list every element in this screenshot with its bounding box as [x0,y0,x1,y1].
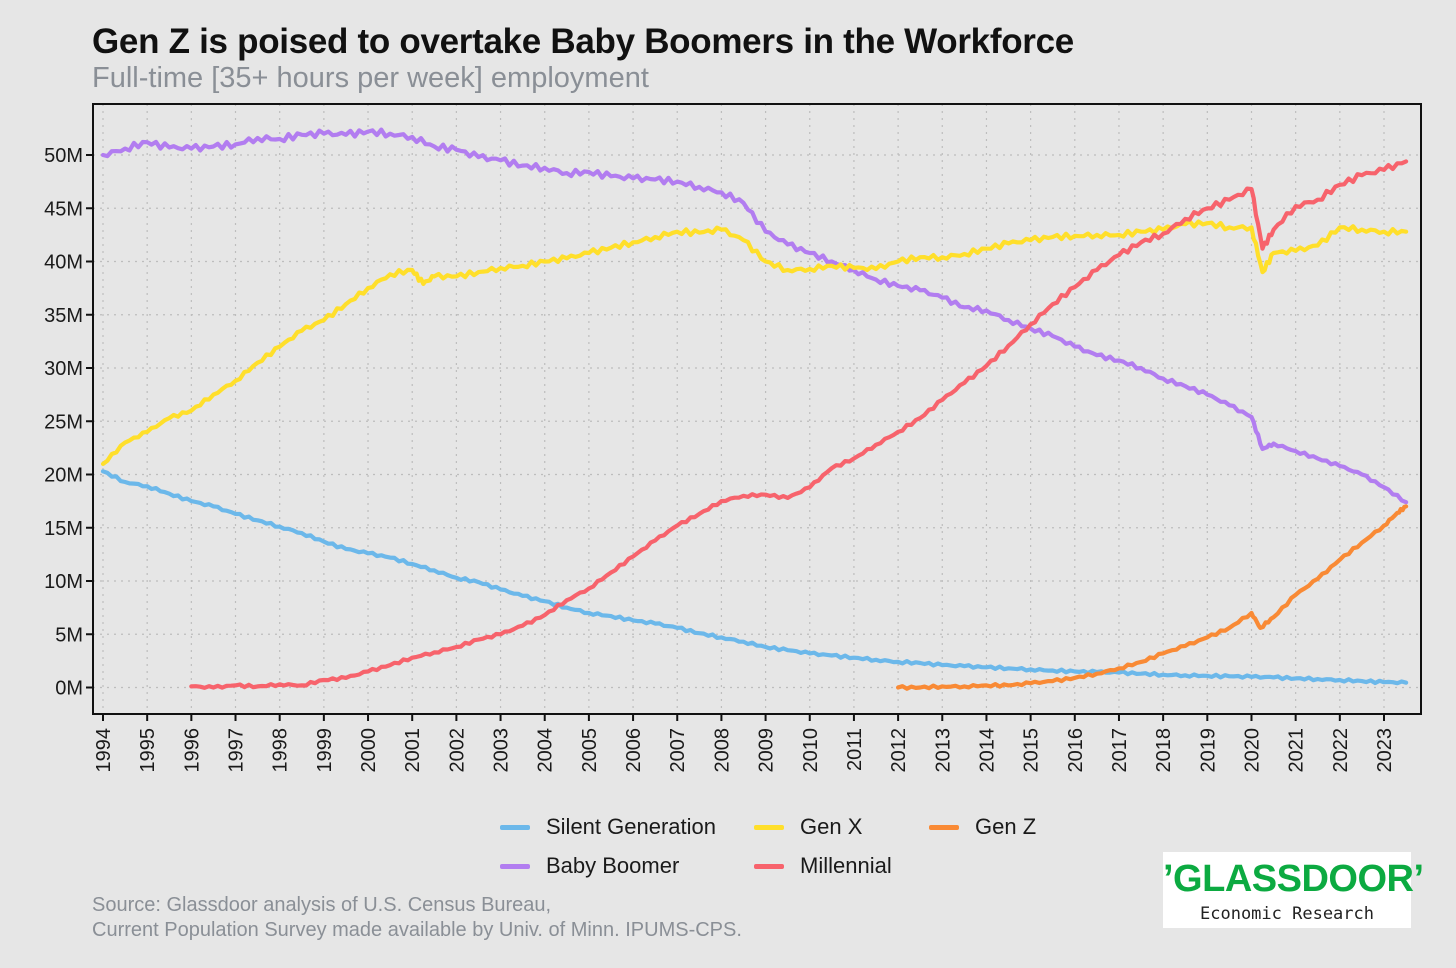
y-tick-label: 45M [44,198,83,220]
x-tick-label: 2018 [1153,728,1175,773]
y-tick-label: 50M [44,145,83,167]
series-lines [100,127,1409,691]
glassdoor-logo: ’GLASSDOOR’ Economic Research [1163,852,1424,928]
x-axis: 1994 1995 1996 1997 1998 1999 2000 2001 2002 2003… [93,714,1396,773]
series-line-silent-generation [100,469,1409,686]
x-tick-label: 1994 [93,728,115,773]
x-tick-label: 2013 [932,728,954,773]
x-tick-label: 2001 [402,728,424,773]
x-tick-label: 2022 [1330,728,1352,773]
logo-subtitle: Economic Research [1200,904,1374,924]
chart-title: Gen Z is poised to overtake Baby Boomers… [92,22,1074,61]
series-line-baby-boomer [100,127,1409,505]
y-tick-label: 25M [44,411,83,433]
legend-label: Millennial [800,853,892,878]
x-tick-label: 2006 [623,728,645,773]
y-axis: 0M 5M 10M 15M 20M 25M 30M 35M 40M 45M 50M [44,145,93,700]
legend-label: Gen X [800,814,863,839]
x-tick-label: 2010 [800,728,822,773]
legend-swatch [929,825,959,830]
series-line-millennial [189,159,1409,690]
legend-label: Silent Generation [546,814,716,839]
x-tick-label: 2014 [976,728,998,773]
y-tick-label: 5M [55,624,83,646]
x-tick-label: 1999 [314,728,336,773]
legend-swatch [754,864,784,869]
x-tick-label: 2016 [1065,728,1087,773]
x-tick-label: 2020 [1241,728,1263,773]
x-tick-label: 2009 [756,728,778,773]
y-tick-label: 15M [44,518,83,540]
x-tick-label: 2004 [535,728,557,773]
chart-subtitle: Full-time [35+ hours per week] employmen… [92,62,649,94]
source-line: Source: Glassdoor analysis of U.S. Censu… [92,894,552,916]
x-tick-label: 1997 [226,728,248,773]
x-tick-label: 2000 [358,728,380,773]
y-tick-label: 0M [55,678,83,700]
source-line: Current Population Survey made available… [92,919,742,941]
x-tick-label: 2003 [491,728,513,773]
legend-label: Gen Z [975,814,1037,839]
x-tick-label: 2017 [1109,728,1131,773]
x-tick-label: 2007 [667,728,689,773]
x-tick-label: 2008 [711,728,733,773]
x-tick-label: 2012 [888,728,910,773]
source-note: Source: Glassdoor analysis of U.S. Censu… [92,893,742,943]
logo-wordmark: ’GLASSDOOR’ [1163,858,1424,900]
legend-swatch [754,825,784,830]
grid-lines [93,104,1421,714]
y-tick-label: 20M [44,465,83,487]
x-tick-label: 2005 [579,728,601,773]
x-tick-label: 2021 [1286,728,1308,773]
y-tick-label: 30M [44,358,83,380]
x-tick-label: 2015 [1021,728,1043,773]
x-tick-label: 1995 [137,728,159,773]
legend-swatch [500,864,530,869]
plot-frame [92,103,1422,715]
y-tick-label: 35M [44,305,83,327]
legend-label: Baby Boomer [546,853,680,878]
x-tick-label: 1996 [181,728,203,773]
x-tick-label: 2019 [1197,728,1219,773]
x-tick-label: 2002 [446,728,468,773]
y-tick-label: 10M [44,571,83,593]
x-tick-label: 2011 [844,728,866,771]
series-line-gen-x [100,219,1409,466]
x-tick-label: 2023 [1374,728,1396,773]
x-tick-label: 1998 [270,728,292,773]
y-tick-label: 40M [44,252,83,274]
legend-swatch [500,825,530,830]
series-line-gen-z [896,504,1409,691]
